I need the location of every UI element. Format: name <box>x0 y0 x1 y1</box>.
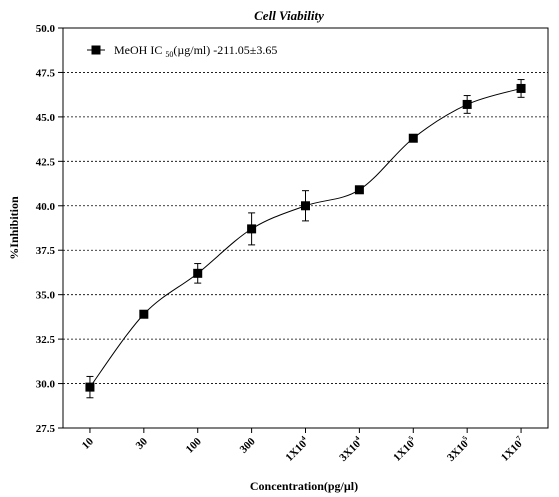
x-tick-label: 1X107 <box>498 434 528 464</box>
data-point <box>247 224 257 234</box>
legend-label-post: (µg/ml) -211.05±3.65 <box>173 43 277 57</box>
x-tick-label-superscript: 5 <box>407 434 415 442</box>
y-tick-label: 45.0 <box>36 112 56 124</box>
x-tick-label: 1X104 <box>282 434 312 464</box>
legend-label-sub: 50 <box>165 50 173 59</box>
x-tick-label: 3X104 <box>336 434 366 464</box>
y-tick-label: 27.5 <box>36 423 56 435</box>
y-tick-label: 40.0 <box>36 201 56 213</box>
chart-title: Cell Viability <box>254 8 324 23</box>
x-tick-label-base: 100 <box>184 435 205 456</box>
legend: MeOH IC 50(µg/ml) -211.05±3.65 <box>87 43 277 59</box>
x-tick-label: 100 <box>184 435 205 456</box>
y-tick-label: 37.5 <box>36 245 56 257</box>
series-meoh <box>85 79 526 399</box>
data-point <box>462 99 472 109</box>
x-tick-label-superscript: 4 <box>299 434 307 442</box>
x-tick-label-superscript: 4 <box>353 434 361 442</box>
y-axis-title: %Inhibition <box>7 196 21 260</box>
data-point <box>516 83 526 93</box>
x-tick-label-base: 300 <box>238 435 259 456</box>
gridlines <box>63 72 548 384</box>
x-tick-label: 300 <box>238 435 259 456</box>
data-point <box>408 133 418 143</box>
x-tick-label-base: 30 <box>134 435 151 452</box>
x-axis-title: Concentration(pg/µl) <box>250 479 358 493</box>
data-point <box>354 185 364 195</box>
y-tick-label: 47.5 <box>36 67 56 79</box>
legend-marker <box>91 45 101 55</box>
y-tick-label: 42.5 <box>36 156 56 168</box>
x-tick-label: 3X105 <box>444 434 474 464</box>
x-tick-label: 10 <box>80 435 97 452</box>
x-axis-ticks: 10 30 100 300 1X104 3X104 1X105 3X105 1X107 <box>80 428 528 464</box>
y-tick-label: 35.0 <box>36 290 56 302</box>
data-point <box>301 201 310 211</box>
data-point <box>193 268 203 278</box>
legend-label: MeOH IC 50(µg/ml) -211.05±3.65 <box>114 43 277 59</box>
y-tick-label: 30.0 <box>36 379 56 391</box>
data-point <box>139 309 149 319</box>
legend-label-pre: MeOH IC <box>114 43 165 57</box>
data-point <box>85 382 95 392</box>
series-line <box>89 87 522 388</box>
x-tick-label-base: 10 <box>80 435 97 452</box>
x-tick-label: 1X105 <box>390 434 420 464</box>
x-tick-label: 30 <box>134 435 151 452</box>
y-axis-ticks: 27.5 30.0 32.5 35.0 37.5 40.0 42.5 45.0 47.5 50.0 <box>36 23 63 435</box>
plot-area <box>62 27 549 429</box>
x-tick-label-superscript: 5 <box>461 434 469 442</box>
y-tick-label: 32.5 <box>36 334 56 346</box>
x-tick-label-superscript: 7 <box>515 434 523 442</box>
y-tick-label: 50.0 <box>36 23 56 35</box>
